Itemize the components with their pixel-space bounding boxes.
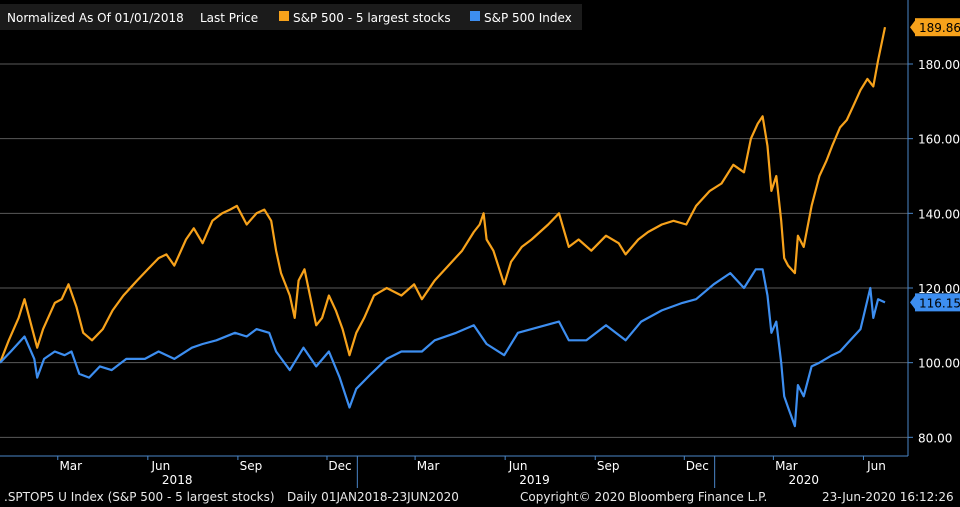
- last-value-box: [915, 293, 960, 312]
- x-month-label: Mar: [775, 459, 798, 473]
- y-tick-label: 160.00: [918, 133, 960, 147]
- last-value-tags: 189.86 116.15: [910, 18, 960, 312]
- y-tick-label: 140.00: [918, 207, 960, 221]
- x-year-label: 2018: [162, 473, 193, 487]
- footer-copyright: Copyright© 2020 Bloomberg Finance L.P.: [520, 490, 768, 504]
- footer-bar: .SPTOP5 U Index (S&P 500 - 5 largest sto…: [0, 488, 960, 507]
- series-line-1: [0, 26, 887, 364]
- x-month-label: Mar: [417, 459, 440, 473]
- y-tick-label: 80.00: [918, 431, 952, 445]
- x-year-label: 2020: [788, 473, 819, 487]
- y-tick-label: 100.00: [918, 357, 960, 371]
- last-value-pointer: [910, 19, 916, 36]
- legend-series-1: S&P 500 - 5 largest stocks: [293, 11, 451, 25]
- axes: [0, 0, 913, 488]
- x-year-label: 2019: [519, 473, 550, 487]
- legend: Normalized As Of 01/01/2018 Last Price S&P…: [7, 11, 572, 25]
- x-month-label: Mar: [59, 459, 82, 473]
- legend-swatch-2: [470, 11, 480, 21]
- x-month-label: Dec: [328, 459, 351, 473]
- x-month-label: Jun: [150, 459, 170, 473]
- last-value-box: [915, 18, 960, 37]
- legend-price-label: Last Price: [200, 11, 258, 25]
- legend-background: [0, 4, 582, 30]
- x-month-label: Jun: [866, 459, 886, 473]
- series-lines: [0, 26, 887, 428]
- footer-timestamp: 23-Jun-2020 16:12:26: [822, 490, 954, 504]
- last-value-pointer: [910, 294, 916, 311]
- footer-ticker: .SPTOP5 U Index (S&P 500 - 5 largest sto…: [4, 490, 275, 504]
- x-month-label: Sep: [240, 459, 263, 473]
- legend-swatch-1: [279, 11, 289, 21]
- x-month-label: Jun: [508, 459, 528, 473]
- tick-labels: 80.00 100.00 120.00 140.00 160.00 180.00 Mar Ju…: [59, 58, 960, 487]
- footer-range: Daily 01JAN2018-23JUN2020: [287, 490, 459, 504]
- grid-lines: [0, 63, 908, 438]
- x-month-label: Dec: [686, 459, 709, 473]
- last-value-label: 189.86: [919, 21, 960, 35]
- y-tick-label: 180.00: [918, 58, 960, 72]
- y-tick-label: 120.00: [918, 282, 960, 296]
- legend-prefix: Normalized As Of 01/01/2018: [7, 11, 184, 25]
- legend-series-2: S&P 500 Index: [484, 11, 572, 25]
- x-month-label: Sep: [597, 459, 620, 473]
- last-value-label: 116.15: [919, 296, 960, 310]
- series-line-2: [0, 268, 886, 428]
